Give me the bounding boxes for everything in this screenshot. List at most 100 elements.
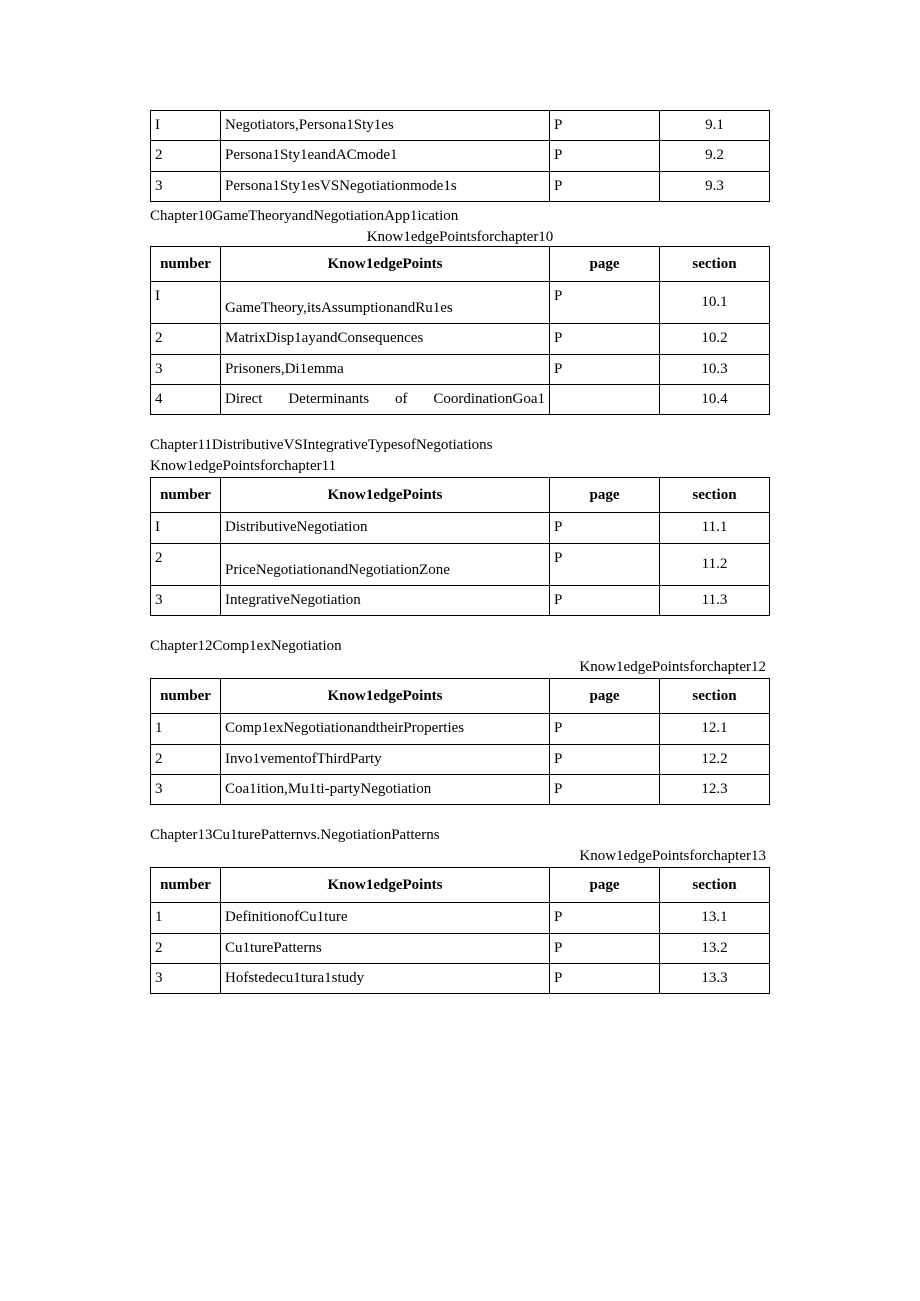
table-row: 1 Comp1exNegotiationandtheirProperties P…	[151, 714, 770, 744]
table13: number Know1edgePoints page section 1 De…	[150, 867, 770, 994]
table-row: 2 Invo1vementofThirdParty P 12.2	[151, 744, 770, 774]
th-section: section	[660, 868, 770, 903]
cell-section: 12.2	[660, 744, 770, 774]
cell-kp: Persona1Sty1esVSNegotiationmode1s	[221, 171, 550, 201]
chapter12-title: Chapter12Comp1exNegotiation	[150, 638, 770, 655]
cell-kp: Negotiators,Persona1Sty1es	[221, 111, 550, 141]
cell-kp: Persona1Sty1eandACmode1	[221, 141, 550, 171]
th-kp: Know1edgePoints	[221, 246, 550, 281]
cell-page	[550, 384, 660, 414]
cell-section: 10.3	[660, 354, 770, 384]
th-page: page	[550, 246, 660, 281]
cell-section: 9.2	[660, 141, 770, 171]
cell-number: 1	[151, 714, 221, 744]
cell-number: I	[151, 282, 221, 324]
th-section: section	[660, 679, 770, 714]
cell-kp: Cu1turePatterns	[221, 933, 550, 963]
table9: I Negotiators,Persona1Sty1es P 9.1 2 Per…	[150, 110, 770, 202]
cell-section: 13.2	[660, 933, 770, 963]
cell-page: P	[550, 354, 660, 384]
chapter11-title: Chapter11DistributiveVSIntegrativeTypeso…	[150, 437, 770, 454]
cell-kp: Direct Determinants of CoordinationGoa1	[221, 384, 550, 414]
cell-page: P	[550, 963, 660, 993]
cell-number: 3	[151, 585, 221, 615]
table-row: 3 IntegrativeNegotiation P 11.3	[151, 585, 770, 615]
cell-number: 3	[151, 774, 221, 804]
cell-kp: Hofstedecu1tura1study	[221, 963, 550, 993]
cell-page: P	[550, 903, 660, 933]
cell-page: P	[550, 513, 660, 543]
table-header-row: number Know1edgePoints page section	[151, 246, 770, 281]
table-row: I GameTheory,itsAssumptionandRu1es P 10.…	[151, 282, 770, 324]
cell-number: 3	[151, 354, 221, 384]
cell-kp: IntegrativeNegotiation	[221, 585, 550, 615]
cell-number: 2	[151, 324, 221, 354]
cell-number: 3	[151, 963, 221, 993]
cell-page: P	[550, 141, 660, 171]
th-kp: Know1edgePoints	[221, 868, 550, 903]
cell-page: P	[550, 744, 660, 774]
chapter12-block: Chapter12Comp1exNegotiation Know1edgePoi…	[150, 638, 770, 805]
table10: number Know1edgePoints page section I Ga…	[150, 246, 770, 415]
table-row: 4 Direct Determinants of CoordinationGoa…	[151, 384, 770, 414]
chapter13-title: Chapter13Cu1turePatternvs.NegotiationPat…	[150, 827, 770, 844]
th-number: number	[151, 478, 221, 513]
cell-section: 12.1	[660, 714, 770, 744]
th-kp: Know1edgePoints	[221, 478, 550, 513]
cell-section: 11.2	[660, 543, 770, 585]
cell-number: I	[151, 513, 221, 543]
th-number: number	[151, 868, 221, 903]
cell-kp: Invo1vementofThirdParty	[221, 744, 550, 774]
cell-page: P	[550, 282, 660, 324]
cell-section: 11.3	[660, 585, 770, 615]
table10-caption: Know1edgePointsforchapter10	[150, 229, 770, 246]
cell-section: 10.4	[660, 384, 770, 414]
table12: number Know1edgePoints page section 1 Co…	[150, 678, 770, 805]
table13-caption: Know1edgePointsforchapter13	[150, 848, 770, 865]
table-row: 2 Persona1Sty1eandACmode1 P 9.2	[151, 141, 770, 171]
cell-page: P	[550, 171, 660, 201]
table-row: 2 MatrixDisp1ayandConsequences P 10.2	[151, 324, 770, 354]
cell-number: 2	[151, 933, 221, 963]
table-row: 3 Persona1Sty1esVSNegotiationmode1s P 9.…	[151, 171, 770, 201]
cell-page: P	[550, 585, 660, 615]
th-section: section	[660, 478, 770, 513]
table-row: 3 Prisoners,Di1emma P 10.3	[151, 354, 770, 384]
table-header-row: number Know1edgePoints page section	[151, 868, 770, 903]
cell-number: 2	[151, 744, 221, 774]
chapter10-title: Chapter10GameTheoryandNegotiationApp1ica…	[150, 208, 770, 225]
cell-page: P	[550, 543, 660, 585]
cell-page: P	[550, 933, 660, 963]
cell-kp: DefinitionofCu1ture	[221, 903, 550, 933]
table11: number Know1edgePoints page section I Di…	[150, 477, 770, 616]
th-page: page	[550, 478, 660, 513]
cell-kp: Comp1exNegotiationandtheirProperties	[221, 714, 550, 744]
table12-caption: Know1edgePointsforchapter12	[150, 659, 770, 676]
cell-number: 2	[151, 543, 221, 585]
cell-kp: Prisoners,Di1emma	[221, 354, 550, 384]
cell-section: 11.1	[660, 513, 770, 543]
cell-section: 13.1	[660, 903, 770, 933]
cell-page: P	[550, 111, 660, 141]
table-header-row: number Know1edgePoints page section	[151, 679, 770, 714]
table-row: 2 Cu1turePatterns P 13.2	[151, 933, 770, 963]
th-number: number	[151, 679, 221, 714]
table-row: 2 PriceNegotiationandNegotiationZone P 1…	[151, 543, 770, 585]
chapter13-block: Chapter13Cu1turePatternvs.NegotiationPat…	[150, 827, 770, 994]
cell-section: 10.2	[660, 324, 770, 354]
cell-kp: GameTheory,itsAssumptionandRu1es	[221, 282, 550, 324]
th-page: page	[550, 868, 660, 903]
table-row: I DistributiveNegotiation P 11.1	[151, 513, 770, 543]
chapter11-block: Chapter11DistributiveVSIntegrativeTypeso…	[150, 437, 770, 616]
table9-block: I Negotiators,Persona1Sty1es P 9.1 2 Per…	[150, 110, 770, 415]
cell-number: 2	[151, 141, 221, 171]
cell-number: 3	[151, 171, 221, 201]
cell-number: 4	[151, 384, 221, 414]
cell-section: 9.3	[660, 171, 770, 201]
cell-page: P	[550, 774, 660, 804]
cell-section: 13.3	[660, 963, 770, 993]
table11-caption: Know1edgePointsforchapter11	[150, 458, 770, 475]
table-row: 3 Hofstedecu1tura1study P 13.3	[151, 963, 770, 993]
table-row: 1 DefinitionofCu1ture P 13.1	[151, 903, 770, 933]
cell-page: P	[550, 714, 660, 744]
